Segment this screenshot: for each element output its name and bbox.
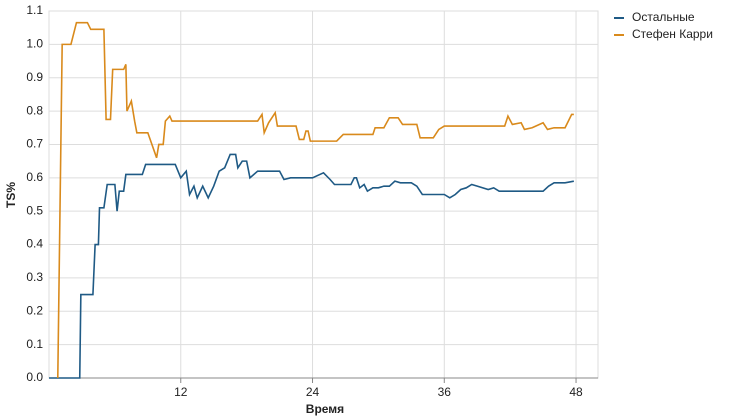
plot-frame xyxy=(48,10,599,379)
y-tick-label: 0.8 xyxy=(26,103,43,117)
y-axis-label: TS% xyxy=(4,182,18,208)
x-tick-label: 24 xyxy=(306,385,320,399)
y-tick-label: 0.3 xyxy=(26,270,43,284)
y-tick-label: 0.2 xyxy=(26,303,43,317)
y-tick-label: 0.7 xyxy=(26,137,43,151)
x-tick-label: 12 xyxy=(174,385,188,399)
y-tick-label: 0.0 xyxy=(26,370,43,384)
y-tick-label: 0.1 xyxy=(26,337,43,351)
x-tick-label: 48 xyxy=(569,385,583,399)
x-tick-label: 36 xyxy=(438,385,452,399)
y-tick-label: 0.6 xyxy=(26,170,43,184)
y-tick-label: 1.1 xyxy=(26,3,43,17)
series-line xyxy=(56,21,574,379)
y-tick-label: 1.0 xyxy=(26,37,43,51)
y-tick-label: 0.5 xyxy=(26,203,43,217)
legend-label: Стефен Карри xyxy=(632,27,713,41)
x-axis-label: Время xyxy=(306,402,344,416)
y-tick-label: 0.9 xyxy=(26,70,43,84)
y-tick-label: 0.4 xyxy=(26,237,43,251)
series-line xyxy=(49,153,574,379)
legend-label: Остальные xyxy=(632,10,695,24)
